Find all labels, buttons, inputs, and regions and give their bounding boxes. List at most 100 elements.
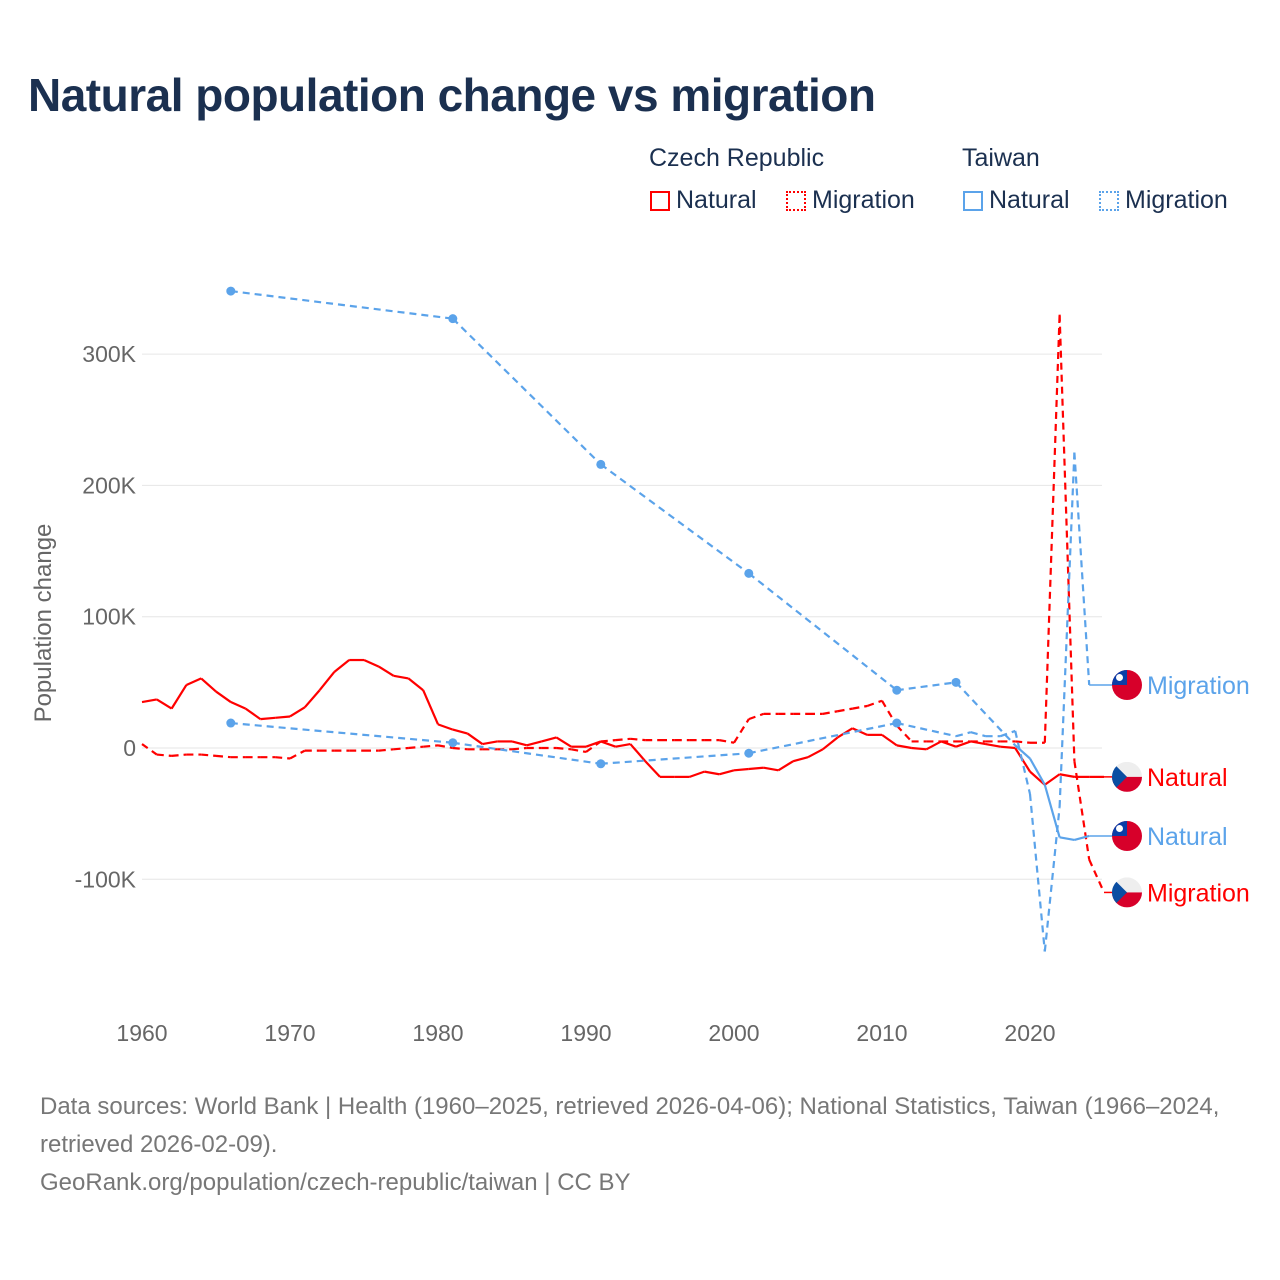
series-segment [408, 745, 424, 750]
x-tick-label: 1960 [116, 1020, 167, 1046]
y-axis-label: Population change [30, 524, 57, 723]
legend-swatch-dotted-icon [1099, 190, 1119, 211]
legend-taiwan-natural[interactable]: Natural [963, 186, 1070, 215]
series-segment [393, 674, 409, 680]
series-segment [1000, 729, 1016, 738]
x-tick-label: 1990 [560, 1020, 611, 1046]
legend-label: Migration [1125, 186, 1228, 214]
x-tick-label: 2020 [1004, 1020, 1055, 1046]
flag [1112, 761, 1142, 792]
series-segment [837, 707, 853, 713]
series-lines [141, 286, 1106, 952]
data-point [892, 718, 902, 728]
series-segment [629, 743, 647, 762]
series-segment [141, 743, 158, 756]
series-segment [466, 732, 484, 745]
czech-flag-icon [1112, 877, 1142, 908]
data-point [226, 286, 236, 296]
series-segment [748, 721, 898, 755]
series-segment [1044, 773, 1061, 786]
flag [1112, 820, 1142, 851]
series-segment [141, 698, 157, 704]
series-segment [571, 748, 587, 754]
series-segment [437, 723, 454, 731]
series-segment [393, 746, 409, 751]
series-end-label: Natural [1147, 823, 1228, 851]
y-tick-label: 200K [82, 472, 136, 498]
series-segment [422, 689, 440, 725]
series-segment [822, 736, 839, 751]
legend-swatch-solid-icon [650, 190, 670, 211]
series-segment [1014, 744, 1031, 760]
series-segment [630, 737, 646, 742]
series-segment [230, 289, 453, 320]
y-tick-label: 0 [123, 735, 136, 761]
end-labels: Natural Migration Natural Migration [1089, 669, 1250, 908]
flag-sun [1116, 824, 1123, 832]
series-segment [866, 699, 883, 708]
series-segment [333, 659, 350, 673]
series-segment [1058, 452, 1076, 808]
taiwan-flag-icon [1112, 820, 1142, 851]
footer: Data sources: World Bank | Health (1960–… [40, 1088, 1250, 1202]
series-segment [1058, 314, 1076, 762]
series-segment [689, 770, 705, 778]
series-end-label: Natural [1147, 764, 1228, 792]
series-segment [896, 721, 957, 738]
series-segment [275, 756, 291, 760]
x-tick-label: 2010 [856, 1020, 907, 1046]
series-segment [1000, 745, 1016, 750]
y-tick-label: 100K [82, 604, 136, 630]
flag [1112, 669, 1142, 700]
legend-taiwan-migration[interactable]: Migration [1099, 186, 1228, 215]
series-segment [733, 718, 750, 744]
series-segment [733, 767, 749, 772]
series-segment [600, 463, 750, 575]
series-segment [244, 707, 262, 721]
x-tick-label: 1980 [412, 1020, 463, 1046]
legend-czech-migration[interactable]: Migration [786, 186, 915, 215]
series-segment [289, 749, 306, 760]
series-segment [763, 766, 779, 772]
series-segment [985, 742, 1001, 748]
series-segment [407, 677, 424, 692]
series-segment [230, 701, 247, 710]
legend-group-czech: Czech Republic [649, 144, 825, 172]
series-segment [318, 671, 336, 691]
series-segment [437, 744, 453, 750]
series-segment [1059, 773, 1075, 778]
series-segment [289, 706, 306, 718]
series-segment [719, 739, 735, 744]
series-segment [1073, 760, 1091, 860]
legend-label: Migration [812, 186, 915, 214]
series-segment [1074, 834, 1090, 841]
series-segment [600, 752, 749, 765]
legend-czech-natural[interactable]: Natural [650, 186, 757, 215]
series-segment [156, 753, 172, 757]
series-end-label: Migration [1147, 672, 1250, 700]
data-point [448, 738, 458, 748]
legend-label: Natural [989, 186, 1070, 214]
series-segment [585, 740, 602, 753]
series-segment [452, 728, 468, 735]
legend-label: Natural [676, 186, 757, 214]
series-segment [555, 736, 572, 748]
flag [1112, 877, 1142, 908]
data-point [951, 677, 961, 687]
data-point [448, 314, 458, 324]
series-segment [260, 716, 276, 721]
series-segment [423, 744, 439, 748]
x-tick-label: 1970 [264, 1020, 315, 1046]
series-segment [896, 744, 912, 750]
series-segment [171, 753, 187, 757]
y-tick-label: -100K [75, 866, 137, 892]
series-segment [822, 710, 838, 715]
series-segment [378, 665, 395, 677]
series-segment [1043, 806, 1061, 952]
flag-sun [1116, 673, 1123, 681]
series-segment [526, 740, 542, 747]
attribution-link[interactable]: GeoRank.org/population/czech-republic/ta… [40, 1169, 631, 1196]
series-segment [156, 698, 173, 710]
gridlines [142, 353, 1102, 880]
